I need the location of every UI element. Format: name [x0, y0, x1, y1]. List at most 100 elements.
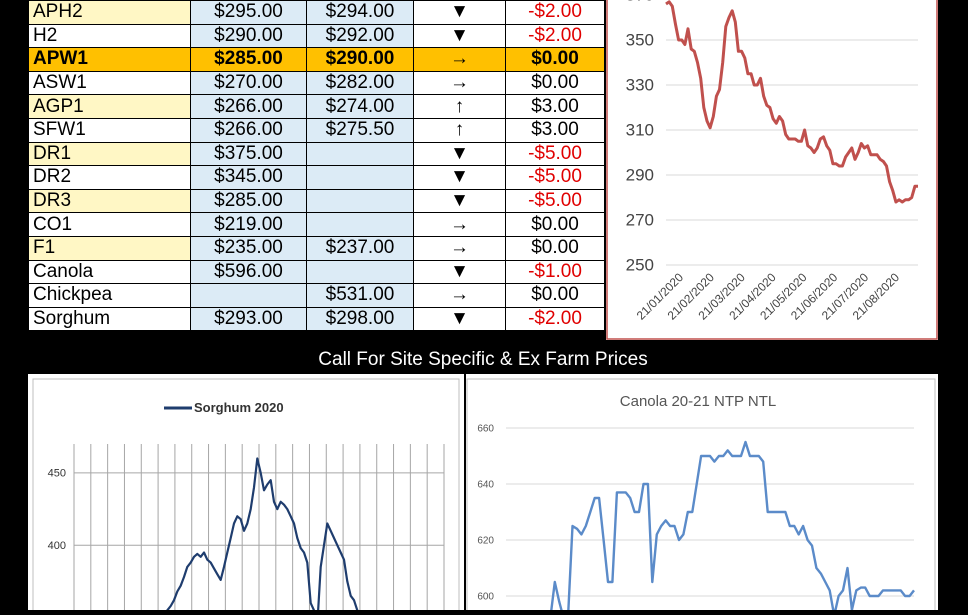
chart-border	[466, 378, 936, 615]
price-cell-2	[306, 212, 414, 237]
table-row: ASW1 $270.00 $282.00 → $0.00	[28, 70, 605, 96]
commodity-name: CO1	[28, 212, 191, 237]
price-cell-1	[190, 283, 307, 308]
price-history-chart: 25027029031033035037021/01/202021/02/202…	[606, 0, 938, 340]
chart-border	[32, 378, 460, 615]
price-cell-2: $282.00	[306, 70, 414, 96]
price-cell-1: $293.00	[190, 306, 307, 332]
price-cell-2: $290.00	[306, 47, 414, 72]
table-row: Chickpea $531.00 → $0.00	[28, 283, 605, 308]
price-cell-2: $237.00	[306, 235, 414, 261]
table-row: Canola $596.00 ▼ -$1.00	[28, 259, 605, 285]
trend-arrow: ▼	[413, 165, 506, 190]
y-tick-label: 400	[48, 540, 66, 552]
price-change: $0.00	[505, 212, 605, 237]
commodity-name: AGP1	[28, 94, 191, 119]
table-row: APH2 $295.00 $294.00 ▼ -$2.00	[28, 0, 605, 25]
y-tick-label: 310	[626, 121, 654, 140]
price-cell-2: $274.00	[306, 94, 414, 119]
trend-arrow: ▼	[413, 306, 506, 332]
trend-arrow: ↑	[413, 117, 506, 143]
y-tick-label: 290	[626, 166, 654, 185]
commodity-name: F1	[28, 235, 191, 261]
price-cell-1: $290.00	[190, 23, 307, 49]
site-specific-banner: Call For Site Specific & Ex Farm Prices	[318, 349, 648, 370]
trend-arrow: →	[413, 235, 506, 261]
price-cell-1: $375.00	[190, 141, 307, 167]
commodity-name: DR3	[28, 188, 191, 214]
commodity-name: DR2	[28, 165, 191, 190]
y-tick-label: 660	[477, 423, 494, 434]
commodity-name: APW1	[28, 47, 191, 72]
series-line	[665, 0, 918, 204]
table-row: F1 $235.00 $237.00 → $0.00	[28, 235, 605, 261]
price-cell-1: $266.00	[190, 117, 307, 143]
canola-chart-panel: Canola 20-21 NTP NTL 600 620 640 660	[466, 374, 938, 615]
price-cell-2	[306, 188, 414, 214]
price-change: $3.00	[505, 117, 605, 143]
price-change: -$5.00	[505, 165, 605, 190]
commodity-name: ASW1	[28, 70, 191, 96]
trend-arrow: ▼	[413, 188, 506, 214]
commodity-name: DR1	[28, 141, 191, 167]
canola-chart: Canola 20-21 NTP NTL 600 620 640 660	[466, 378, 936, 615]
trend-arrow: →	[413, 212, 506, 237]
y-tick-label: 330	[626, 76, 654, 95]
price-change: -$2.00	[505, 0, 605, 25]
y-tick-label: 450	[48, 468, 66, 480]
y-tick-label: 270	[626, 211, 654, 230]
y-tick-label: 620	[477, 535, 494, 546]
y-tick-label: 250	[626, 256, 654, 275]
price-cell-1: $266.00	[190, 94, 307, 119]
price-cell-2: $298.00	[306, 306, 414, 332]
table-row: DR3 $285.00 ▼ -$5.00	[28, 188, 605, 214]
trend-arrow: →	[413, 70, 506, 96]
series-line	[506, 440, 915, 615]
trend-arrow: ↑	[413, 94, 506, 119]
trend-arrow: →	[413, 47, 506, 72]
price-change: $3.00	[505, 94, 605, 119]
price-change: -$2.00	[505, 306, 605, 332]
trend-arrow: →	[413, 283, 506, 308]
price-cell-1: $285.00	[190, 47, 307, 72]
trend-arrow: ▼	[413, 141, 506, 167]
y-tick-label: 600	[477, 591, 494, 602]
price-change: -$5.00	[505, 188, 605, 214]
price-cell-1: $345.00	[190, 165, 307, 190]
table-row: H2 $290.00 $292.00 ▼ -$2.00	[28, 23, 605, 49]
chart-border	[606, 0, 938, 340]
commodity-name: Canola	[28, 259, 191, 285]
price-change: $0.00	[505, 47, 605, 72]
chart-title: Canola 20-21 NTP NTL	[620, 393, 776, 410]
price-cell-2: $275.50	[306, 117, 414, 143]
sorghum-chart-panel: 350400450Sorghum 2020	[28, 374, 464, 615]
price-cell-1: $285.00	[190, 188, 307, 214]
commodity-name: Chickpea	[28, 283, 191, 308]
commodity-name: H2	[28, 23, 191, 49]
table-row: Sorghum $293.00 $298.00 ▼ -$2.00	[28, 306, 605, 332]
y-tick-label: 350	[626, 31, 654, 50]
price-change: -$2.00	[505, 23, 605, 49]
price-change: -$5.00	[505, 141, 605, 167]
price-cell-1: $235.00	[190, 235, 307, 261]
price-cell-2	[306, 165, 414, 190]
price-cell-2	[306, 259, 414, 285]
y-tick-label: 640	[477, 479, 494, 490]
commodity-name: APH2	[28, 0, 191, 25]
price-cell-2	[306, 141, 414, 167]
table-row: AGP1 $266.00 $274.00 ↑ $3.00	[28, 94, 605, 119]
price-cell-1: $219.00	[190, 212, 307, 237]
trend-arrow: ▼	[413, 0, 506, 25]
price-cell-1: $596.00	[190, 259, 307, 285]
y-tick-label: 370	[626, 0, 654, 5]
price-change: $0.00	[505, 283, 605, 308]
series-line	[162, 457, 363, 615]
commodity-name: SFW1	[28, 117, 191, 143]
price-change: -$1.00	[505, 259, 605, 285]
price-cell-2: $292.00	[306, 23, 414, 49]
price-history-panel: 25027029031033035037021/01/202021/02/202…	[606, 0, 938, 340]
price-cell-1: $295.00	[190, 0, 307, 25]
table-row: DR2 $345.00 ▼ -$5.00	[28, 165, 605, 190]
price-change: $0.00	[505, 235, 605, 261]
table-row: APW1 $285.00 $290.00 → $0.00	[28, 47, 605, 72]
